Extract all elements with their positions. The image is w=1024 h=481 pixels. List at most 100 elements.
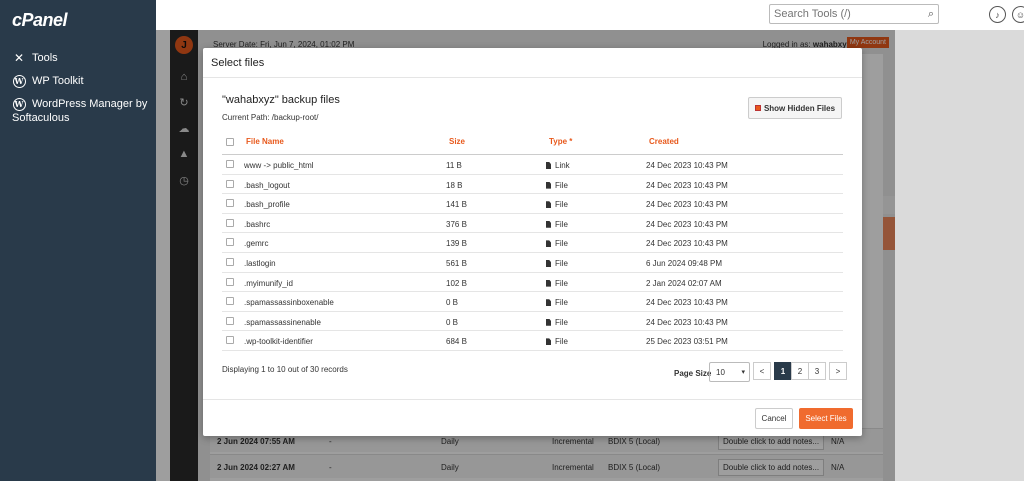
- checkbox-icon: [754, 105, 761, 111]
- warning-icon[interactable]: ▲: [178, 148, 190, 160]
- table-row[interactable]: .bash_profile 141 B File 24 Dec 2023 10:43 …: [222, 194, 843, 214]
- column-created[interactable]: Created: [649, 137, 679, 146]
- tools-icon: ✕: [13, 51, 25, 65]
- top-bar: ⌕ ♪ ☺: [156, 0, 1024, 30]
- file-icon: [546, 279, 551, 287]
- file-type: File: [546, 239, 568, 248]
- file-created: 25 Dec 2023 03:51 PM: [646, 337, 728, 347]
- row-checkbox[interactable]: [226, 277, 234, 286]
- row-checkbox[interactable]: [226, 316, 234, 325]
- table-header: File Name Size Type * Created: [222, 128, 843, 155]
- show-hidden-files-button[interactable]: Show Hidden Files: [748, 97, 842, 119]
- file-size: 139 B: [446, 239, 467, 249]
- sidebar-item-label: WordPress Manager by Softaculous: [12, 98, 148, 124]
- next-page-button[interactable]: >: [829, 362, 847, 380]
- refresh-icon[interactable]: ↻: [179, 96, 189, 109]
- file-size: 376 B: [446, 219, 467, 229]
- chevron-down-icon: ▾: [741, 369, 745, 376]
- file-size: 0 B: [446, 298, 459, 308]
- file-created: 6 Jun 2024 09:48 PM: [646, 259, 723, 268]
- table-row[interactable]: .bash_logout 18 B File 24 Dec 2023 10:43 PM: [222, 175, 843, 195]
- file-created: 24 Dec 2023 10:43 PM: [646, 161, 728, 170]
- page-size-select[interactable]: 10 ▾: [709, 362, 750, 382]
- page-button-2[interactable]: 2: [791, 362, 809, 380]
- search-input[interactable]: [774, 8, 914, 20]
- cpanel-sidebar: cPanel ✕ Tools W WP Toolkit W WordPress …: [0, 0, 156, 481]
- row-checkbox[interactable]: [226, 238, 234, 247]
- home-icon[interactable]: ⌂: [180, 71, 188, 83]
- cpanel-logo[interactable]: cPanel: [12, 10, 68, 30]
- row-checkbox[interactable]: [226, 179, 234, 188]
- table-row[interactable]: .spamassassinboxenable 0 B File 24 Dec 2023…: [222, 292, 843, 312]
- clock-icon[interactable]: ◷: [179, 174, 189, 187]
- file-type: File: [546, 337, 568, 346]
- plugin-icon-rail: J ⌂ ↻ ☁ ▲ ◷: [170, 30, 198, 481]
- file-name: .gemrc: [244, 239, 269, 249]
- sidebar-item-wordpress-manager[interactable]: W WordPress Manager by Softaculous: [12, 97, 152, 125]
- sidebar-item-label: Tools: [32, 52, 58, 64]
- table-row[interactable]: .myimunify_id 102 B File 2 Jan 2024 02:07 A…: [222, 273, 843, 293]
- jetbackup-logo-icon[interactable]: J: [175, 36, 193, 54]
- backup-title: "wahabxyz" backup files: [222, 94, 340, 106]
- records-count: Displaying 1 to 10 out of 30 records: [222, 365, 348, 374]
- table-row[interactable]: .spamassassinenable 0 B File 24 Dec 2023 10…: [222, 312, 843, 332]
- file-created: 24 Dec 2023 10:43 PM: [646, 317, 728, 327]
- sidebar-item-wp-toolkit[interactable]: W WP Toolkit: [12, 74, 152, 88]
- file-icon: [546, 318, 551, 326]
- select-all-checkbox[interactable]: [226, 138, 234, 146]
- sidebar-item-tools[interactable]: ✕ Tools: [12, 51, 152, 65]
- column-size[interactable]: Size: [449, 137, 466, 146]
- prev-page-button[interactable]: <: [753, 362, 771, 380]
- file-created: 24 Dec 2023 10:43 PM: [646, 200, 728, 210]
- column-type[interactable]: Type *: [549, 137, 573, 146]
- bell-icon[interactable]: ♪: [989, 6, 1006, 23]
- file-size: 11 B: [446, 161, 462, 170]
- file-type: File: [546, 318, 568, 327]
- cancel-button[interactable]: Cancel: [755, 408, 793, 429]
- row-checkbox[interactable]: [226, 160, 234, 168]
- row-checkbox[interactable]: [226, 199, 234, 208]
- select-files-button[interactable]: Select Files: [799, 408, 853, 429]
- file-icon: [546, 201, 551, 209]
- file-type: Link: [546, 161, 570, 170]
- file-name: .spamassassinboxenable: [244, 298, 334, 308]
- row-checkbox[interactable]: [226, 336, 234, 345]
- row-checkbox[interactable]: [226, 258, 234, 266]
- row-checkbox[interactable]: [226, 297, 234, 306]
- row-checkbox[interactable]: [226, 218, 234, 227]
- pagination: < 1 2 3 >: [753, 362, 847, 380]
- modal-title: Select files: [203, 48, 862, 78]
- file-type: File: [546, 181, 568, 190]
- notes-field[interactable]: Double click to add notes...: [718, 459, 825, 476]
- page-button-3[interactable]: 3: [808, 362, 826, 380]
- search-tools-box: ⌕: [769, 4, 939, 24]
- table-row[interactable]: .gemrc 139 B File 24 Dec 2023 10:43 PM: [222, 233, 843, 253]
- file-size: 684 B: [446, 337, 467, 347]
- wordpress-icon: W: [12, 97, 26, 111]
- column-file-name[interactable]: File Name: [246, 137, 284, 146]
- table-row[interactable]: www -> public_html 11 B Link 24 Dec 2023 10…: [222, 155, 843, 175]
- file-icon: [546, 220, 551, 228]
- file-name: .spamassassinenable: [244, 317, 321, 327]
- file-icon: [546, 240, 551, 248]
- user-icon[interactable]: ☺: [1012, 6, 1024, 23]
- table-row[interactable]: .bashrc 376 B File 24 Dec 2023 10:43 PM: [222, 214, 843, 234]
- sidebar-item-label: WP Toolkit: [32, 75, 84, 87]
- table-row[interactable]: .lastlogin 561 B File 6 Jun 2024 09:48 PM: [222, 253, 843, 273]
- file-type: File: [546, 220, 568, 229]
- search-icon[interactable]: ⌕: [927, 7, 934, 20]
- select-files-modal: Select files "wahabxyz" backup files Cur…: [203, 48, 862, 436]
- wordpress-icon: W: [12, 74, 26, 88]
- table-row: 2 Jun 2024 02:27 AM - Daily Incremental …: [210, 454, 883, 478]
- file-name: .lastlogin: [244, 259, 276, 268]
- my-account-button[interactable]: My Account: [846, 37, 889, 48]
- file-type: File: [546, 279, 568, 288]
- file-icon: [546, 260, 551, 267]
- table-row[interactable]: .wp-toolkit-identifier 684 B File 25 Dec 20…: [222, 331, 843, 351]
- page-size-label: Page Size: [674, 369, 712, 378]
- file-icon: [546, 338, 551, 346]
- file-name: .bash_logout: [244, 180, 290, 190]
- file-size: 18 B: [446, 180, 463, 190]
- cloud-download-icon[interactable]: ☁: [178, 122, 190, 135]
- page-button-1[interactable]: 1: [774, 362, 792, 380]
